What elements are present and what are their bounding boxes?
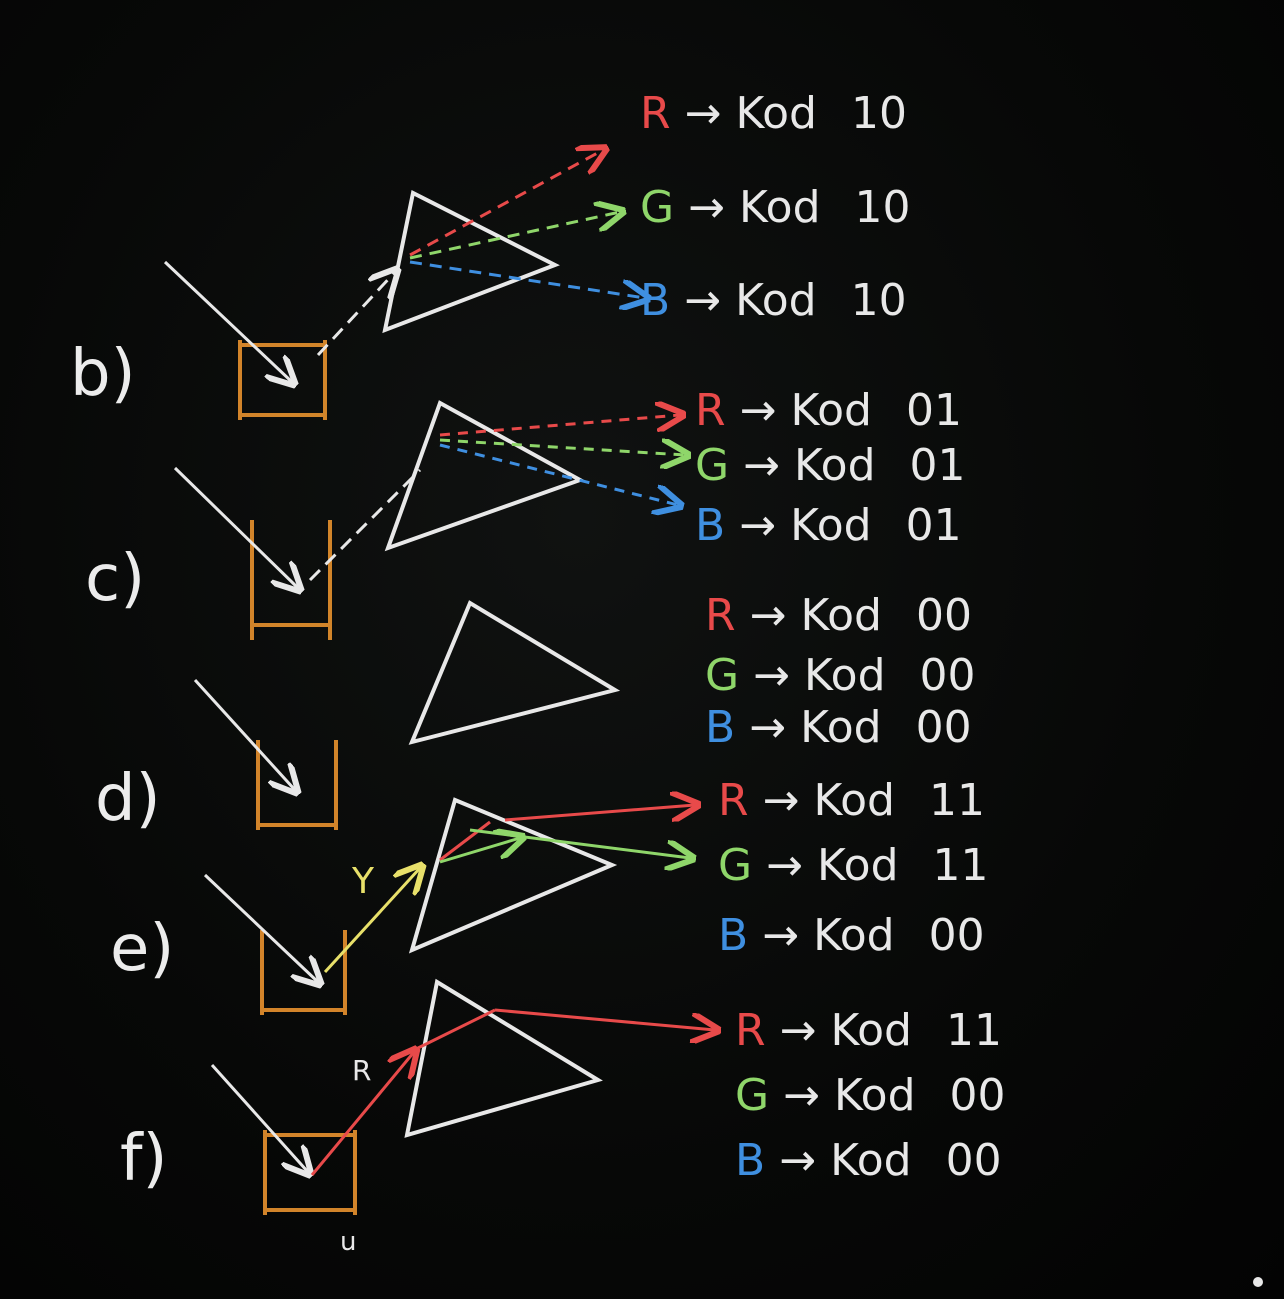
beam-label-y: Y [351,861,375,902]
incoming-light-arrows [163,260,318,1172]
kod-word: Kod [830,1135,912,1186]
arrow-glyph: → [740,385,777,436]
kod-word: Kod [794,440,876,491]
arrow-glyph: → [750,590,787,641]
code-row-c-b: B → Kod 01 [695,500,962,551]
kod-word: Kod [834,1070,916,1121]
code-value: 01 [906,500,962,551]
color-letter: B [640,275,670,326]
section-labels: b) c) d) e) f) Y R u [70,337,375,1257]
code-row-f-g: G → Kod 00 [735,1070,1006,1121]
color-letter: G [695,440,729,491]
bottom-mark: u [340,1227,356,1257]
orange-cell-column [238,340,357,1215]
corner-dot [1253,1277,1263,1287]
code-value: 11 [929,775,985,826]
color-letter: G [705,650,739,701]
arrow-glyph: → [766,840,803,891]
arrow-glyph: → [762,910,799,961]
code-value: 00 [929,910,985,961]
arrow-glyph: → [739,500,776,551]
code-value: 00 [916,702,972,753]
label-e: e) [110,912,174,986]
label-d: d) [95,762,161,836]
arrow-glyph: → [684,275,721,326]
kod-word: Kod [813,910,895,961]
code-row-d-r: R → Kod 00 [705,590,972,641]
prisms [382,190,621,1138]
kod-word: Kod [800,590,882,641]
code-value: 00 [916,590,972,641]
code-value: 10 [851,88,907,139]
color-letter: R [640,88,671,139]
color-letter: G [718,840,752,891]
code-value: 00 [946,1135,1002,1186]
code-row-f-r: R → Kod 11 [735,1005,1002,1056]
arrow-glyph: → [743,440,780,491]
code-table: R → Kod 10G → Kod 10B → Kod 10R → Kod 01G → Kod 01B → Kod… [640,88,1006,1186]
dispersed-rays [409,150,715,1052]
code-value: 01 [910,440,966,491]
label-b: b) [70,337,136,411]
reflected-beams [308,272,420,1176]
kod-word: Kod [790,500,872,551]
arrow-glyph: → [753,650,790,701]
label-c: c) [85,542,145,616]
arrow-glyph: → [688,182,725,233]
kod-word: Kod [735,275,817,326]
arrow-glyph: → [685,88,722,139]
kod-word: Kod [804,650,886,701]
color-letter: R [735,1005,766,1056]
color-letter: R [695,385,726,436]
kod-word: Kod [735,88,817,139]
arrow-glyph: → [780,1005,817,1056]
code-row-c-g: G → Kod 01 [695,440,966,491]
arrow-glyph: → [783,1070,820,1121]
code-value: 10 [855,182,911,233]
color-letter: R [718,775,749,826]
kod-word: Kod [817,840,899,891]
code-row-e-b: B → Kod 00 [718,910,985,961]
code-row-d-g: G → Kod 00 [705,650,976,701]
code-row-e-g: G → Kod 11 [718,840,989,891]
code-row-d-b: B → Kod 00 [705,702,972,753]
code-row-b-r: R → Kod 10 [640,88,907,139]
code-row-f-b: B → Kod 00 [735,1135,1002,1186]
color-letter: B [695,500,725,551]
color-letter: G [735,1070,769,1121]
beam-label-r: R [352,1054,371,1087]
code-row-c-r: R → Kod 01 [695,385,962,436]
kod-word: Kod [790,385,872,436]
code-value: 00 [950,1070,1006,1121]
kod-word: Kod [739,182,821,233]
kod-word: Kod [800,702,882,753]
code-value: 11 [946,1005,1002,1056]
code-row-b-g: G → Kod 10 [640,182,911,233]
code-value: 01 [906,385,962,436]
arrow-glyph: → [749,702,786,753]
color-letter: B [705,702,735,753]
color-letter: B [735,1135,765,1186]
code-value: 11 [933,840,989,891]
color-letter: G [640,182,674,233]
kod-word: Kod [813,775,895,826]
color-letter: B [718,910,748,961]
kod-word: Kod [830,1005,912,1056]
code-value: 10 [851,275,907,326]
label-f: f) [120,1122,168,1196]
color-letter: R [705,590,736,641]
code-value: 00 [920,650,976,701]
arrow-glyph: → [779,1135,816,1186]
code-row-e-r: R → Kod 11 [718,775,985,826]
arrow-glyph: → [763,775,800,826]
code-row-b-b: B → Kod 10 [640,275,907,326]
